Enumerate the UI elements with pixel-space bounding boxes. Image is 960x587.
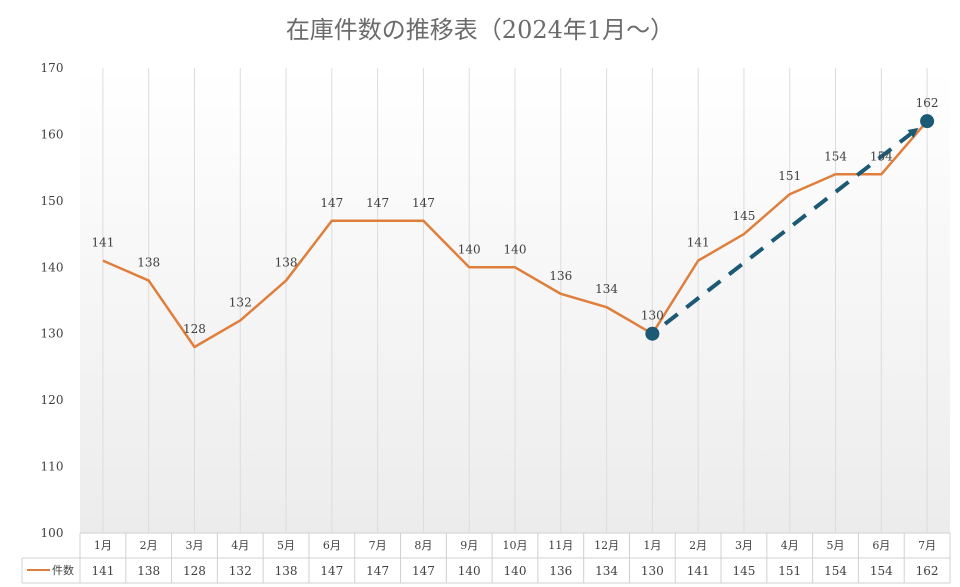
data-label: 151 [778,169,801,183]
y-tick-label: 110 [41,460,64,474]
table-cell-value: 145 [732,564,755,578]
data-label: 147 [320,196,343,210]
y-tick-label: 170 [41,61,64,75]
x-tick-label: 6月 [323,539,341,552]
x-tick-label: 8月 [414,539,432,552]
data-label: 162 [916,96,939,110]
legend-label: 件数 [52,564,74,577]
data-label: 154 [824,149,847,163]
highlight-marker [920,114,935,129]
x-tick-label: 12月 [594,539,619,552]
table-cell-value: 147 [320,564,343,578]
data-label: 141 [687,236,710,250]
x-tick-label: 4月 [781,539,799,552]
table-cell-value: 151 [778,564,801,578]
x-tick-label: 3月 [735,539,753,552]
data-label: 136 [549,269,572,283]
data-label: 147 [412,196,435,210]
y-tick-label: 140 [41,260,64,274]
series-layer: 141 138 128 132 138 147 147 147 140 140 136 134 130 1… [91,96,939,349]
x-tick-label: 5月 [827,539,845,552]
x-tick-label: 2月 [689,539,707,552]
table-cell-value: 132 [229,564,252,578]
x-tick-label: 1月 [94,539,112,552]
data-label: 145 [732,209,755,223]
x-tick-label: 4月 [231,539,249,552]
data-label: 147 [366,196,389,210]
x-tick-label: 5月 [277,539,295,552]
x-tick-label: 2月 [140,539,158,552]
x-tick-label: 10月 [503,539,528,552]
table-cell-value: 130 [641,564,664,578]
y-tick-label: 120 [41,393,64,407]
gridlines [102,68,928,533]
table-cell-value: 136 [549,564,572,578]
table-cell-value: 162 [916,564,939,578]
table-cell-value: 138 [275,564,298,578]
data-table: 1月 141 2月 138 3月 128 4月 132 5月 138 6月 147 7月 147 8月 147… [21,532,951,584]
table-cell-value: 128 [183,564,206,578]
table-cell-value: 141 [91,564,114,578]
data-label: 130 [641,309,664,323]
y-tick-label: 160 [41,127,64,141]
x-tick-label: 7月 [918,539,936,552]
data-label: 140 [504,242,527,256]
table-cell-value: 140 [458,564,481,578]
table-cell-value: 141 [687,564,710,578]
data-label: 138 [137,256,160,270]
x-tick-label: 3月 [185,539,203,552]
series-line [102,120,929,349]
data-label: 134 [595,282,618,296]
data-label: 140 [458,242,481,256]
x-tick-label: 9月 [460,539,478,552]
table-cell-value: 140 [504,564,527,578]
data-label: 138 [275,256,298,270]
chart-title: 在庫件数の推移表（2024年1月～） [286,16,674,44]
data-label: 128 [183,322,206,336]
table-cell-value: 134 [595,564,618,578]
table-cell-value: 154 [870,564,893,578]
y-tick-label: 100 [41,526,64,540]
table-cell-value: 147 [366,564,389,578]
table-cell-value: 138 [137,564,160,578]
x-tick-label: 6月 [872,539,890,552]
data-label: 141 [91,236,114,250]
table-cell-value: 147 [412,564,435,578]
data-label: 154 [870,149,893,163]
x-tick-label: 1月 [643,539,661,552]
y-tick-label: 150 [41,194,64,208]
table-cell-value: 154 [824,564,847,578]
x-tick-label: 11月 [548,539,573,552]
y-axis: 100 110 120 130 140 150 160 170 [41,61,64,540]
data-label: 132 [229,295,252,309]
x-tick-label: 7月 [369,539,387,552]
y-tick-label: 130 [41,327,64,341]
highlight-marker [645,326,660,341]
